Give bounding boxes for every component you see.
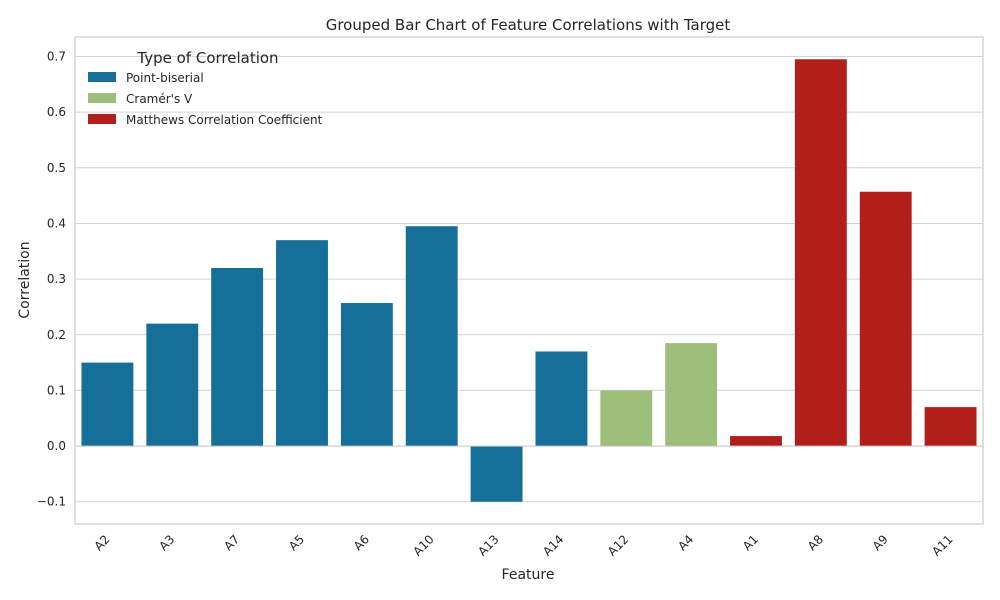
x-tick-label: A13 [475,532,502,559]
x-tick-label: A5 [286,532,307,553]
legend-title: Type of Correlation [136,49,278,67]
y-tick-label: 0.5 [47,161,66,175]
x-tick-label: A8 [805,532,826,553]
x-tick-label: A12 [605,532,632,559]
y-tick-label: 0.3 [47,272,66,286]
y-tick-label: 0.6 [47,105,66,119]
y-tick-label: 0.0 [47,439,66,453]
x-axis-label: Feature [502,567,555,583]
x-tick-label: A7 [221,532,242,553]
legend-entry: Point-biserial [126,71,204,85]
y-tick-labels: −0.1 0.0 0.1 0.2 0.3 0.4 0.5 0.6 0.7 [37,49,66,508]
bar-a12 [600,390,653,447]
x-tick-label: A4 [675,532,696,553]
x-tick-label: A6 [351,532,372,553]
legend-entry: Cramér's V [126,92,193,106]
bar-a11 [924,407,977,447]
chart-title: Grouped Bar Chart of Feature Correlation… [326,16,731,34]
y-tick-label: 0.2 [47,328,66,342]
bar-a9 [859,191,912,447]
x-tick-label: A10 [410,532,437,559]
legend-swatch [88,72,116,82]
bar-a5 [276,240,328,447]
x-tick-labels: A2 A3 A7 A5 A6 A10 A13 A14 A12 A4 A1 A8 A9 A11 [91,532,955,559]
bar-a7 [211,267,264,447]
y-axis-label: Correlation [17,241,33,318]
y-tick-label: 0.4 [47,216,66,230]
x-tick-label: A2 [91,532,112,553]
y-tick-label: 0.7 [47,49,66,63]
legend-swatch [88,93,116,103]
bar-a6 [340,303,393,447]
x-tick-label: A9 [870,532,891,553]
y-tick-label: 0.1 [47,383,66,397]
legend-entry: Matthews Correlation Coefficient [126,113,323,127]
x-tick-label: A1 [740,532,761,553]
bar-a10 [405,226,458,447]
bar-a1 [730,436,782,447]
bars [75,59,983,502]
x-tick-label: A3 [156,532,177,553]
bar-a13 [470,446,523,502]
bar-a4 [665,343,718,447]
bar-a2 [81,362,134,447]
y-tick-label: −0.1 [37,495,66,509]
bar-a8 [794,59,847,447]
legend: Type of Correlation Point-biserial Cramér… [88,49,323,127]
x-tick-label: A11 [929,532,956,559]
x-tick-label: A14 [540,532,567,559]
bar-a14 [535,351,588,447]
bar-a3 [146,323,199,447]
legend-swatch [88,114,116,124]
